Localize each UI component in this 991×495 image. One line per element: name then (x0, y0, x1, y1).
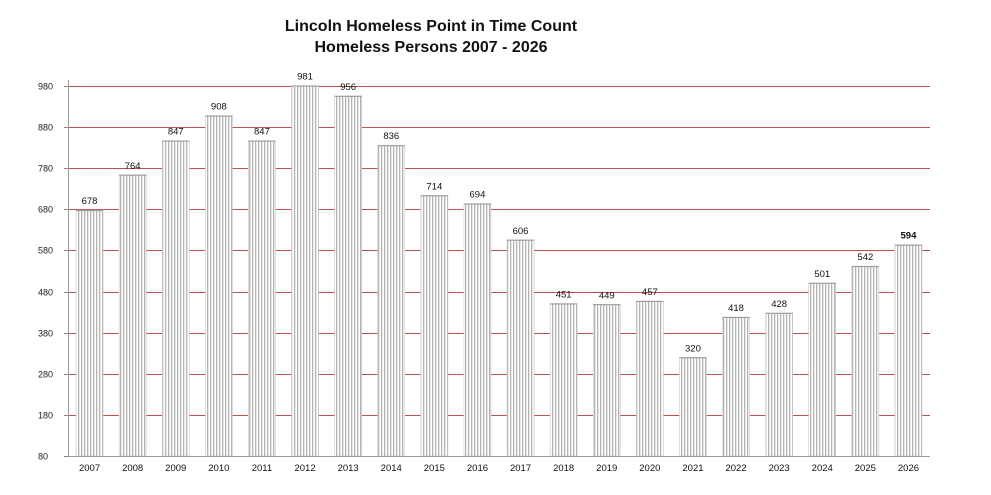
data-label: 956 (340, 82, 356, 93)
x-tick-label: 2011 (252, 463, 272, 474)
data-labels: 678 764 847 908 847 981 956 836 714 694 606 451 449 4… (82, 72, 917, 355)
data-label: 542 (857, 252, 873, 263)
bar (291, 85, 319, 457)
data-label: 418 (728, 303, 744, 314)
y-tick-label: 180 (38, 411, 53, 421)
bar (420, 195, 449, 457)
x-tick-label: 2024 (812, 463, 833, 474)
bar (205, 115, 233, 457)
y-tick-label: 680 (38, 205, 53, 215)
x-tick-label: 2021 (682, 463, 703, 474)
y-tick-label: 580 (38, 246, 53, 256)
bar (851, 265, 880, 457)
data-label: 847 (168, 127, 184, 138)
x-tick-label: 2013 (338, 463, 359, 474)
bar (765, 312, 793, 457)
bar (808, 282, 837, 457)
y-tick-label: 480 (38, 288, 53, 298)
y-tick-label: 280 (38, 370, 53, 380)
chart-title: Lincoln Homeless Point in Time Count Hom… (231, 16, 631, 58)
bar (377, 144, 406, 457)
x-tick-label: 2014 (381, 463, 402, 474)
data-label: 457 (642, 287, 658, 298)
gridlines (68, 86, 930, 416)
data-label: 428 (771, 299, 787, 310)
data-label: 847 (254, 127, 270, 138)
y-tick-label: 880 (38, 123, 53, 133)
bar (334, 95, 362, 457)
y-tick-label: 980 (38, 82, 53, 92)
x-tick-label: 2016 (467, 463, 488, 474)
data-label: 714 (426, 181, 442, 192)
x-tick-label: 2017 (510, 463, 531, 474)
data-label: 764 (125, 161, 141, 172)
chart-title-line2: Homeless Persons 2007 - 2026 (314, 39, 548, 56)
data-label: 594 (901, 231, 918, 242)
data-label: 449 (599, 290, 615, 301)
bar (506, 239, 535, 457)
data-label: 451 (556, 289, 572, 300)
bars (75, 85, 923, 457)
bar (118, 174, 147, 457)
data-label: 606 (513, 226, 529, 237)
axes: 80 180 280 380 480 580 680 780 880 980 2007 2008 200… (38, 80, 930, 474)
x-tick-label: 2022 (725, 463, 746, 474)
data-label: 981 (297, 72, 313, 83)
data-label: 908 (211, 102, 227, 113)
x-tick-label: 2010 (208, 463, 229, 474)
data-label: 836 (383, 131, 399, 142)
y-tick-label: 780 (38, 164, 53, 174)
bar (161, 140, 190, 457)
bar (549, 303, 578, 457)
x-tick-label: 2007 (79, 463, 100, 474)
bar (636, 300, 664, 457)
data-label: 694 (470, 190, 486, 201)
data-label: 678 (82, 196, 98, 207)
x-tick-label: 2018 (553, 463, 574, 474)
bar (592, 303, 621, 457)
bar (75, 209, 104, 457)
x-tick-label: 2015 (424, 463, 445, 474)
x-tick-label: 2023 (769, 463, 790, 474)
x-tick-label: 2008 (122, 463, 143, 474)
x-tick-label: 2026 (898, 463, 919, 474)
bar (463, 203, 492, 457)
x-tick-label: 2012 (294, 463, 315, 474)
bar (679, 357, 707, 457)
bar (894, 244, 923, 457)
x-tick-label: 2020 (639, 463, 660, 474)
bar (722, 316, 750, 457)
x-tick-label: 2009 (165, 463, 186, 474)
y-tick-label: 380 (38, 329, 53, 339)
chart-title-line1: Lincoln Homeless Point in Time Count (284, 18, 578, 35)
bar (248, 140, 276, 457)
y-tick-label: 80 (38, 452, 48, 462)
x-tick-label: 2025 (855, 463, 876, 474)
x-tick-label: 2019 (596, 463, 617, 474)
data-label: 320 (685, 343, 701, 354)
data-label: 501 (814, 269, 830, 280)
